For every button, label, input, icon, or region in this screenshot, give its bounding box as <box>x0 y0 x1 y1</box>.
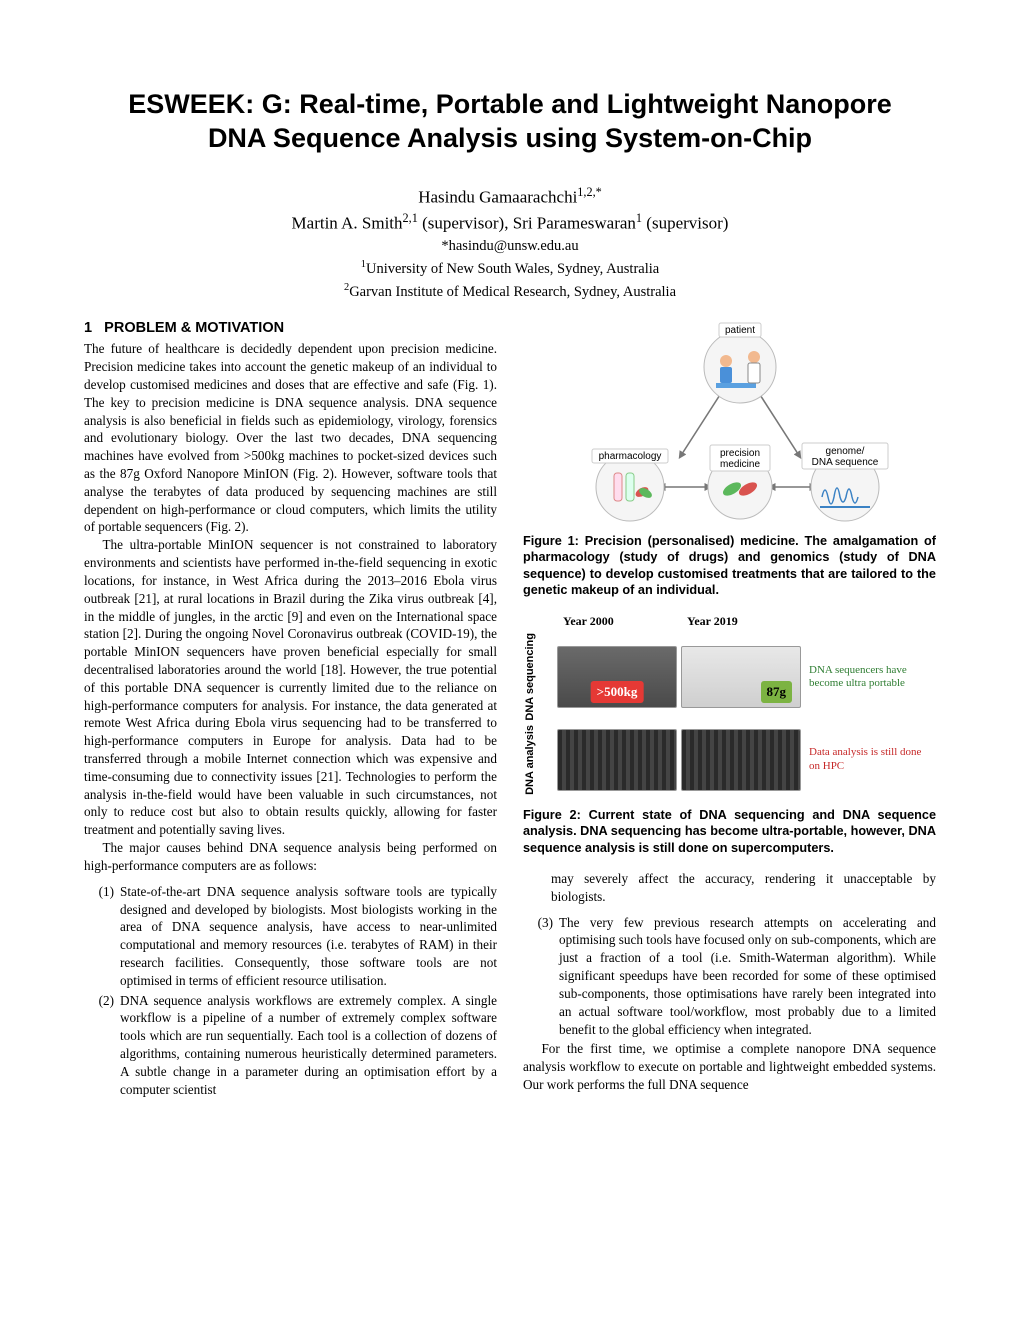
title-line-2: DNA Sequence Analysis using System-on-Ch… <box>208 123 812 153</box>
figure-1-svg: patient pharmacology precision m <box>570 317 890 527</box>
figure-2: Year 2000 Year 2019 DNA sequencing >500k… <box>523 613 936 856</box>
fig2-year-2019: Year 2019 <box>681 613 801 629</box>
figure-2-grid: Year 2000 Year 2019 DNA sequencing >500k… <box>523 613 936 795</box>
item-num: (1) <box>96 883 120 990</box>
section-title: PROBLEM & MOTIVATION <box>104 320 284 336</box>
affiliation-2: Garvan Institute of Medical Research, Sy… <box>349 284 676 300</box>
figure-2-caption: Figure 2: Current state of DNA sequencin… <box>523 807 936 857</box>
list-item: (1) State-of-the-art DNA sequence analys… <box>96 883 497 990</box>
sup1-sup: 2,1 <box>403 211 418 225</box>
enumerated-list-right: (3) The very few previous research attem… <box>523 914 936 1039</box>
title-line-1: ESWEEK: G: Real-time, Portable and Light… <box>128 89 892 119</box>
fig1-node-right-l1: genome/ <box>825 446 864 457</box>
enum2-continuation: may severely affect the accuracy, render… <box>551 870 936 906</box>
item-text: State-of-the-art DNA sequence analysis s… <box>120 883 497 990</box>
section-heading-1: 1 PROBLEM & MOTIVATION <box>84 319 497 339</box>
paragraph-4: For the first time, we optimise a comple… <box>523 1040 936 1093</box>
enum-continuation: may severely affect the accuracy, render… <box>523 870 936 906</box>
fig2-cell-hpc-2000 <box>557 729 677 791</box>
enumerated-list: (1) State-of-the-art DNA sequence analys… <box>84 883 497 1099</box>
fig2-cell-minion: 87g <box>681 646 801 708</box>
supervisor-mid: (supervisor), Sri Parameswaran <box>418 213 636 232</box>
fig1-node-pharm-label: pharmacology <box>598 451 661 462</box>
fig2-row-label-analysis: DNA analysis <box>523 725 553 795</box>
paper-title: ESWEEK: G: Real-time, Portable and Light… <box>84 88 936 156</box>
weight-badge-87g: 87g <box>761 681 793 703</box>
list-item: (3) The very few previous research attem… <box>535 914 936 1039</box>
right-column: patient pharmacology precision m <box>523 317 936 1101</box>
section-num: 1 <box>84 320 92 336</box>
item-num: (2) <box>96 992 120 1099</box>
figure-1: patient pharmacology precision m <box>523 317 936 599</box>
list-item: (2) DNA sequence analysis workflows are … <box>96 992 497 1099</box>
fig2-year-2000: Year 2000 <box>557 613 677 629</box>
figure-1-caption: Figure 1: Precision (personalised) medic… <box>523 533 936 599</box>
fig1-node-right-l2: DNA sequence <box>811 457 878 468</box>
item-text: The very few previous research attempts … <box>559 914 936 1039</box>
fig2-note-hpc: Data analysis is still done on HPC <box>805 746 925 772</box>
paragraph-3: The major causes behind DNA sequence ana… <box>84 839 497 875</box>
author-main: Hasindu Gamaarachchi <box>418 187 577 206</box>
left-column: 1 PROBLEM & MOTIVATION The future of hea… <box>84 317 497 1101</box>
two-column-layout: 1 PROBLEM & MOTIVATION The future of hea… <box>84 317 936 1101</box>
item-text: DNA sequence analysis workflows are extr… <box>120 992 497 1099</box>
author-email: *hasindu@unsw.edu.au <box>84 236 936 257</box>
author-block: Hasindu Gamaarachchi1,2,* Martin A. Smit… <box>84 184 936 303</box>
affiliation-1: University of New South Wales, Sydney, A… <box>366 261 659 277</box>
item-num: (3) <box>535 914 559 1039</box>
fig1-node-center-l2: medicine <box>719 459 759 470</box>
paragraph-1: The future of healthcare is decidedly de… <box>84 340 497 536</box>
fig1-node-patient-label: patient <box>724 325 754 336</box>
author-sup: 1,2,* <box>577 185 601 199</box>
fig2-cell-hpc-2019 <box>681 729 801 791</box>
paragraph-2: The ultra-portable MinION sequencer is n… <box>84 536 497 839</box>
fig2-cell-old-sequencer: >500kg <box>557 646 677 708</box>
supervisor-end: (supervisor) <box>642 213 728 232</box>
supervisor-1: Martin A. Smith <box>292 213 403 232</box>
fig2-row-label-sequencing: DNA sequencing <box>523 633 553 721</box>
weight-badge-500kg: >500kg <box>591 681 644 703</box>
fig1-node-center-l1: precision <box>719 448 759 459</box>
fig2-note-portable: DNA sequencers have become ultra portabl… <box>805 664 925 690</box>
